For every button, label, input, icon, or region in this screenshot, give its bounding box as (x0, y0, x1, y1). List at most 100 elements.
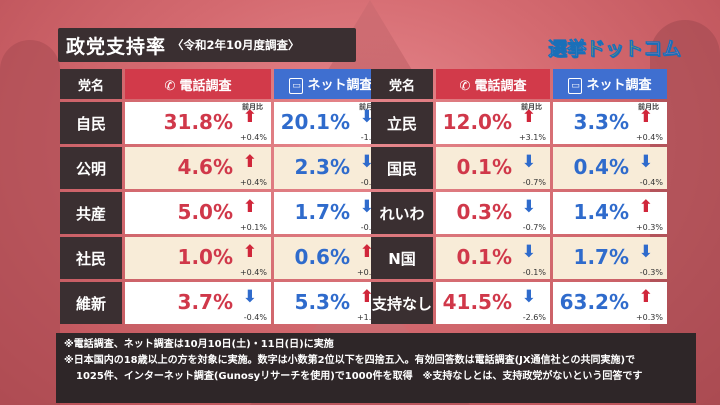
header-net: ▭ ネット調査 (553, 69, 667, 99)
footnote-line: ※日本国内の18歳以上の方を対象に実施。数字は小数第2位以下を四捨五入。有効回答… (64, 355, 636, 366)
arrow-up-icon: ⬆ (521, 107, 536, 127)
net-value: 20.1% (280, 110, 350, 134)
title-banner: 政党支持率 〈令和2年10月度調査〉 (58, 28, 356, 62)
phone-cell: 1.0% ⬆ +0.4% (125, 237, 271, 279)
header-party: 党名 (60, 69, 122, 99)
party-name: 立民 (371, 102, 433, 144)
phone-value: 3.7% (177, 290, 233, 314)
arrow-up-icon: ⬆ (359, 287, 374, 307)
phone-cell: 0.3% ⬇ -0.7% (436, 192, 550, 234)
party-name: 社民 (60, 237, 122, 279)
header-phone: ✆ 電話調査 (436, 69, 550, 99)
phone-cell: 4.6% ⬆ +0.4% (125, 147, 271, 189)
arrow-down-icon: ⬇ (242, 287, 257, 307)
table-row: 維新 3.7% ⬇ -0.4% 5.3% ⬆ +1.5% (60, 282, 388, 324)
tree-left (0, 40, 60, 405)
header-phone-label: 電話調査 (179, 78, 232, 94)
phone-change: -0.7% (522, 223, 546, 232)
phone-change: +0.4% (239, 178, 267, 187)
party-name: N国 (371, 237, 433, 279)
phone-cell: 前月比 12.0% ⬆ +3.1% (436, 102, 550, 144)
table-row: 公明4.6%⬆+0.4%2.3%⬇-0.7% (60, 147, 388, 189)
logo-part-1: 選挙 (548, 38, 587, 61)
phone-value: 1.0% (177, 245, 233, 269)
phone-value: 4.6% (177, 155, 233, 179)
phone-change: -2.6% (522, 313, 546, 322)
net-cell: 1.4% ⬆ +0.3% (553, 192, 667, 234)
header-phone: ✆ 電話調査 (125, 69, 271, 99)
phone-icon: ✆ (164, 78, 176, 94)
arrow-down-icon: ⬇ (521, 152, 536, 172)
footnote-line: ※電話調査、ネット調査は10月10日(土)・11日(日)に実施 (64, 339, 334, 350)
net-change: -0.3% (639, 268, 663, 277)
net-cell: 1.7% ⬇ -0.3% (553, 237, 667, 279)
logo: 選挙 ドット コム (548, 34, 682, 61)
prev-month-label: 前月比 (521, 103, 542, 111)
party-name: れいわ (371, 192, 433, 234)
phone-change: +0.4% (239, 268, 267, 277)
net-cell: 5.3% ⬆ +1.5% (274, 282, 388, 324)
arrow-up-icon: ⬆ (359, 242, 374, 262)
arrow-down-icon: ⬇ (359, 107, 374, 127)
prev-month-label: 前月比 (242, 103, 263, 111)
net-value: 63.2% (559, 290, 629, 314)
table-row: 支持なし 41.5% ⬇ -2.6% 63.2% ⬆ +0.3% (371, 282, 667, 324)
party-name: 支持なし (371, 282, 433, 324)
arrow-down-icon: ⬇ (359, 197, 374, 217)
phone-cell: 0.1% ⬇ -0.7% (436, 147, 550, 189)
phone-value: 12.0% (442, 110, 512, 134)
phone-value: 5.0% (177, 200, 233, 224)
phone-change: -0.1% (522, 268, 546, 277)
net-change: +1.5% (357, 313, 384, 322)
phone-change: -0.7% (522, 178, 546, 187)
party-name: 国民 (371, 147, 433, 189)
phone-value: 41.5% (442, 290, 512, 314)
smartphone-icon: ▭ (568, 77, 583, 94)
net-change: +0.3% (357, 268, 384, 277)
logo-part-2: ドット (586, 38, 644, 61)
prev-month-label: 前月比 (638, 103, 659, 111)
arrow-up-icon: ⬆ (638, 287, 653, 307)
table-row: 共産5.0%⬆+0.1%1.7%⬇-0.3% (60, 192, 388, 234)
arrow-down-icon: ⬇ (638, 242, 653, 262)
arrow-down-icon: ⬇ (521, 197, 536, 217)
phone-change: +0.1% (239, 223, 267, 232)
header-phone-label: 電話調査 (474, 78, 527, 94)
net-cell: 0.6% ⬆ +0.3% (274, 237, 388, 279)
net-value: 1.7% (573, 245, 629, 269)
arrow-down-icon: ⬇ (638, 152, 653, 172)
arrow-up-icon: ⬆ (638, 107, 653, 127)
phone-value: 0.1% (456, 245, 512, 269)
net-cell: 0.4% ⬇ -0.4% (553, 147, 667, 189)
party-name: 自民 (60, 102, 122, 144)
net-cell: 前月比 3.3% ⬆ +0.4% (553, 102, 667, 144)
phone-value: 31.8% (163, 110, 233, 134)
net-change: +0.3% (635, 313, 663, 322)
net-cell: 63.2% ⬆ +0.3% (553, 282, 667, 324)
footnotes: ※電話調査、ネット調査は10月10日(土)・11日(日)に実施 ※日本国内の18… (56, 333, 696, 403)
arrow-up-icon: ⬆ (638, 197, 653, 217)
phone-cell: 3.7% ⬇ -0.4% (125, 282, 271, 324)
phone-change: +3.1% (518, 133, 546, 142)
table-row: 国民 0.1% ⬇ -0.7% 0.4% ⬇ -0.4% (371, 147, 667, 189)
arrow-up-icon: ⬆ (242, 197, 257, 217)
net-value: 0.4% (573, 155, 629, 179)
page-title: 政党支持率 (66, 35, 167, 58)
header-party: 党名 (371, 69, 433, 99)
table-row: れいわ 0.3% ⬇ -0.7% 1.4% ⬆ +0.3% (371, 192, 667, 234)
header-net-label: ネット調査 (586, 78, 652, 94)
party-name: 公明 (60, 147, 122, 189)
poll-table-right: 党名 ✆ 電話調査 ▭ ネット調査 立民 前月比 12.0% ⬆ +3.1% 前月比 3.3% ⬆… (368, 66, 670, 327)
prev-month-label: 前月比 (359, 103, 380, 111)
table-row: N国 0.1% ⬇ -0.1% 1.7% ⬇ -0.3% (371, 237, 667, 279)
net-change: +0.3% (635, 223, 663, 232)
logo-part-3: コム (643, 38, 682, 61)
arrow-up-icon: ⬆ (242, 107, 257, 127)
net-value: 5.3% (294, 290, 350, 314)
table-row: 社民 1.0% ⬆ +0.4% 0.6% ⬆ +0.3% (60, 237, 388, 279)
arrow-down-icon: ⬇ (359, 152, 374, 172)
arrow-up-icon: ⬆ (242, 152, 257, 172)
party-name: 共産 (60, 192, 122, 234)
